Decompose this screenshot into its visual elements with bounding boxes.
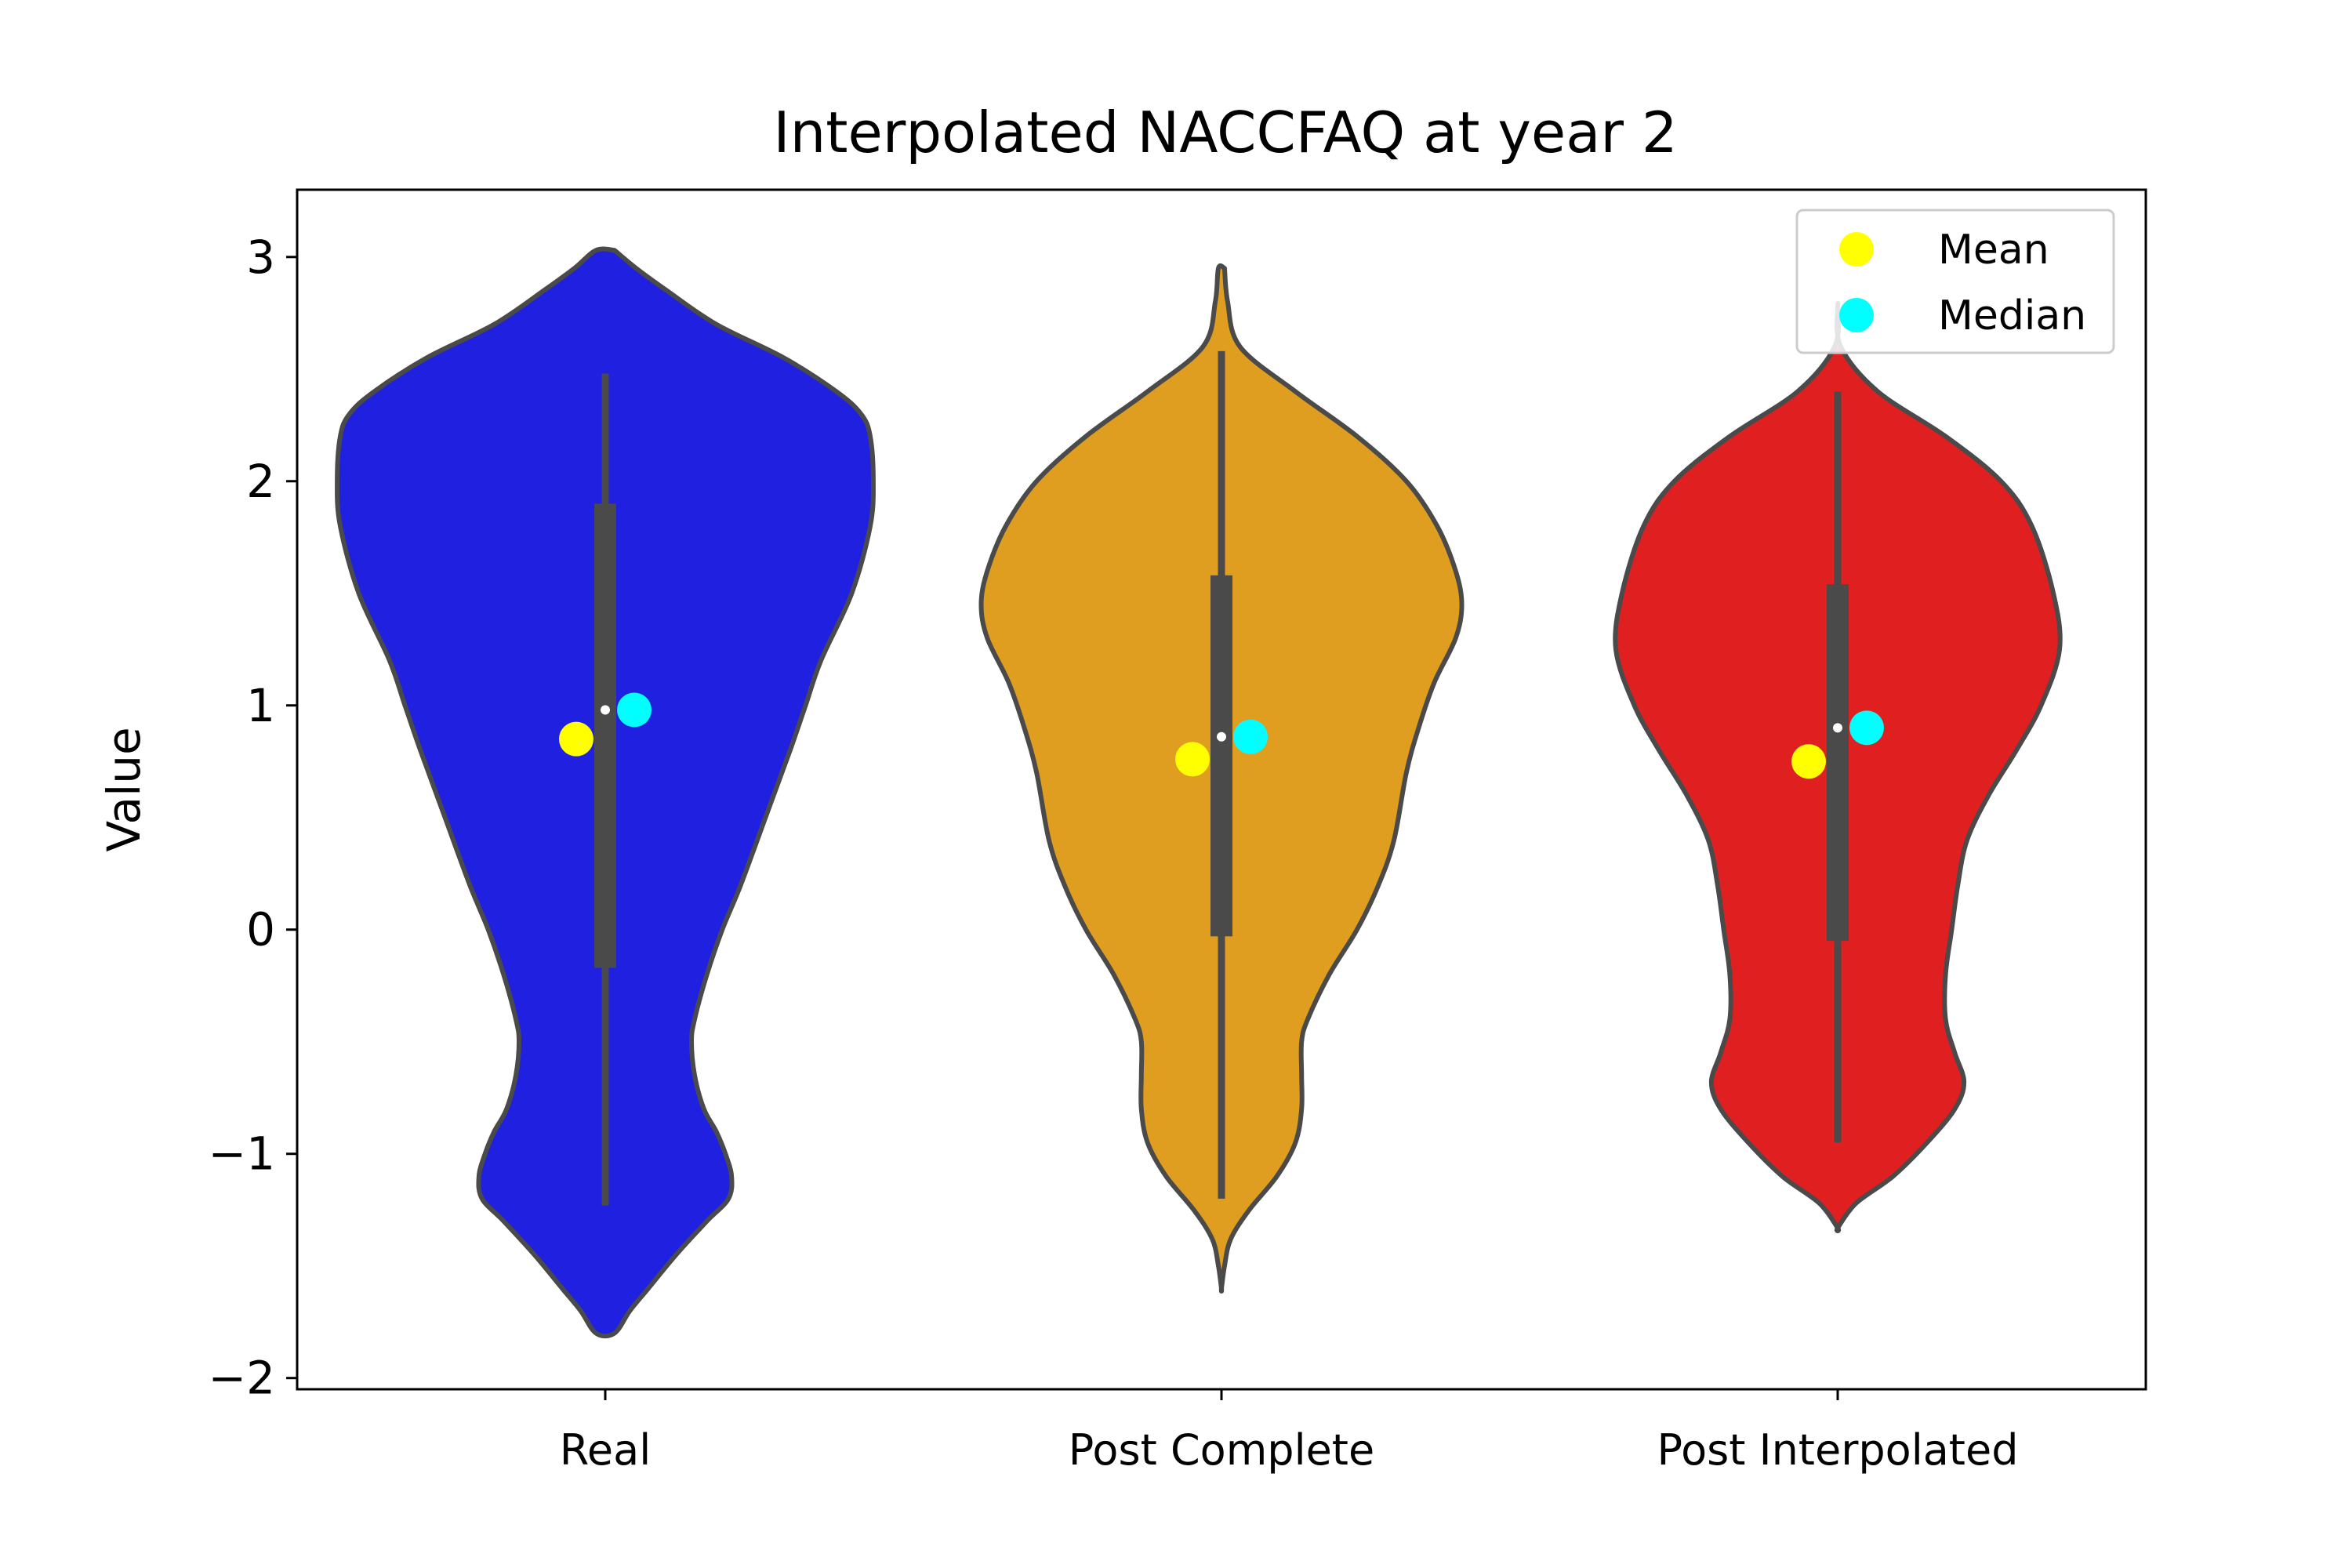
- legend-label: Median: [1938, 292, 2086, 339]
- y-axis: −2 −1 0 1 2 3: [209, 230, 297, 1405]
- median-marker: [1233, 719, 1268, 754]
- y-tick-label: 0: [246, 903, 275, 956]
- x-tick-label: Post Complete: [1069, 1425, 1374, 1475]
- mean-marker: [1791, 744, 1826, 779]
- mean-marker: [1175, 742, 1210, 777]
- violin-iqr-box: [1210, 575, 1232, 937]
- violin-post-complete: [978, 263, 1465, 1294]
- y-tick-label: 3: [246, 230, 275, 284]
- chart-title: Interpolated NACCFAQ at year 2: [773, 100, 1677, 165]
- legend: Mean Median: [1795, 209, 2115, 354]
- x-axis: Real Post Complete Post Interpolated: [560, 1389, 2019, 1475]
- y-axis-label: Value: [97, 727, 151, 851]
- violin-post-interpolated: [1613, 300, 2063, 1233]
- median-marker: [1849, 710, 1884, 746]
- legend-marker: [1839, 298, 1874, 332]
- violin-layer: [335, 246, 2063, 1339]
- mean-marker: [559, 721, 593, 757]
- x-tick-label: Post Interpolated: [1657, 1425, 2019, 1475]
- violin-median-dot: [1833, 723, 1842, 733]
- y-tick-label: −1: [209, 1127, 276, 1181]
- violin-iqr-box: [1827, 584, 1849, 942]
- y-tick-label: 1: [246, 679, 275, 732]
- violin-real: [335, 246, 876, 1339]
- y-tick-label: 2: [246, 455, 275, 508]
- median-marker: [617, 692, 652, 728]
- violin-iqr-box: [594, 503, 616, 968]
- x-tick-label: Real: [560, 1425, 651, 1475]
- legend-marker: [1839, 232, 1874, 267]
- legend-box: [1795, 209, 2115, 354]
- violin-median-dot: [601, 705, 610, 715]
- legend-label: Mean: [1938, 227, 2049, 274]
- violin-median-dot: [1217, 731, 1226, 742]
- y-tick-label: −2: [209, 1352, 276, 1405]
